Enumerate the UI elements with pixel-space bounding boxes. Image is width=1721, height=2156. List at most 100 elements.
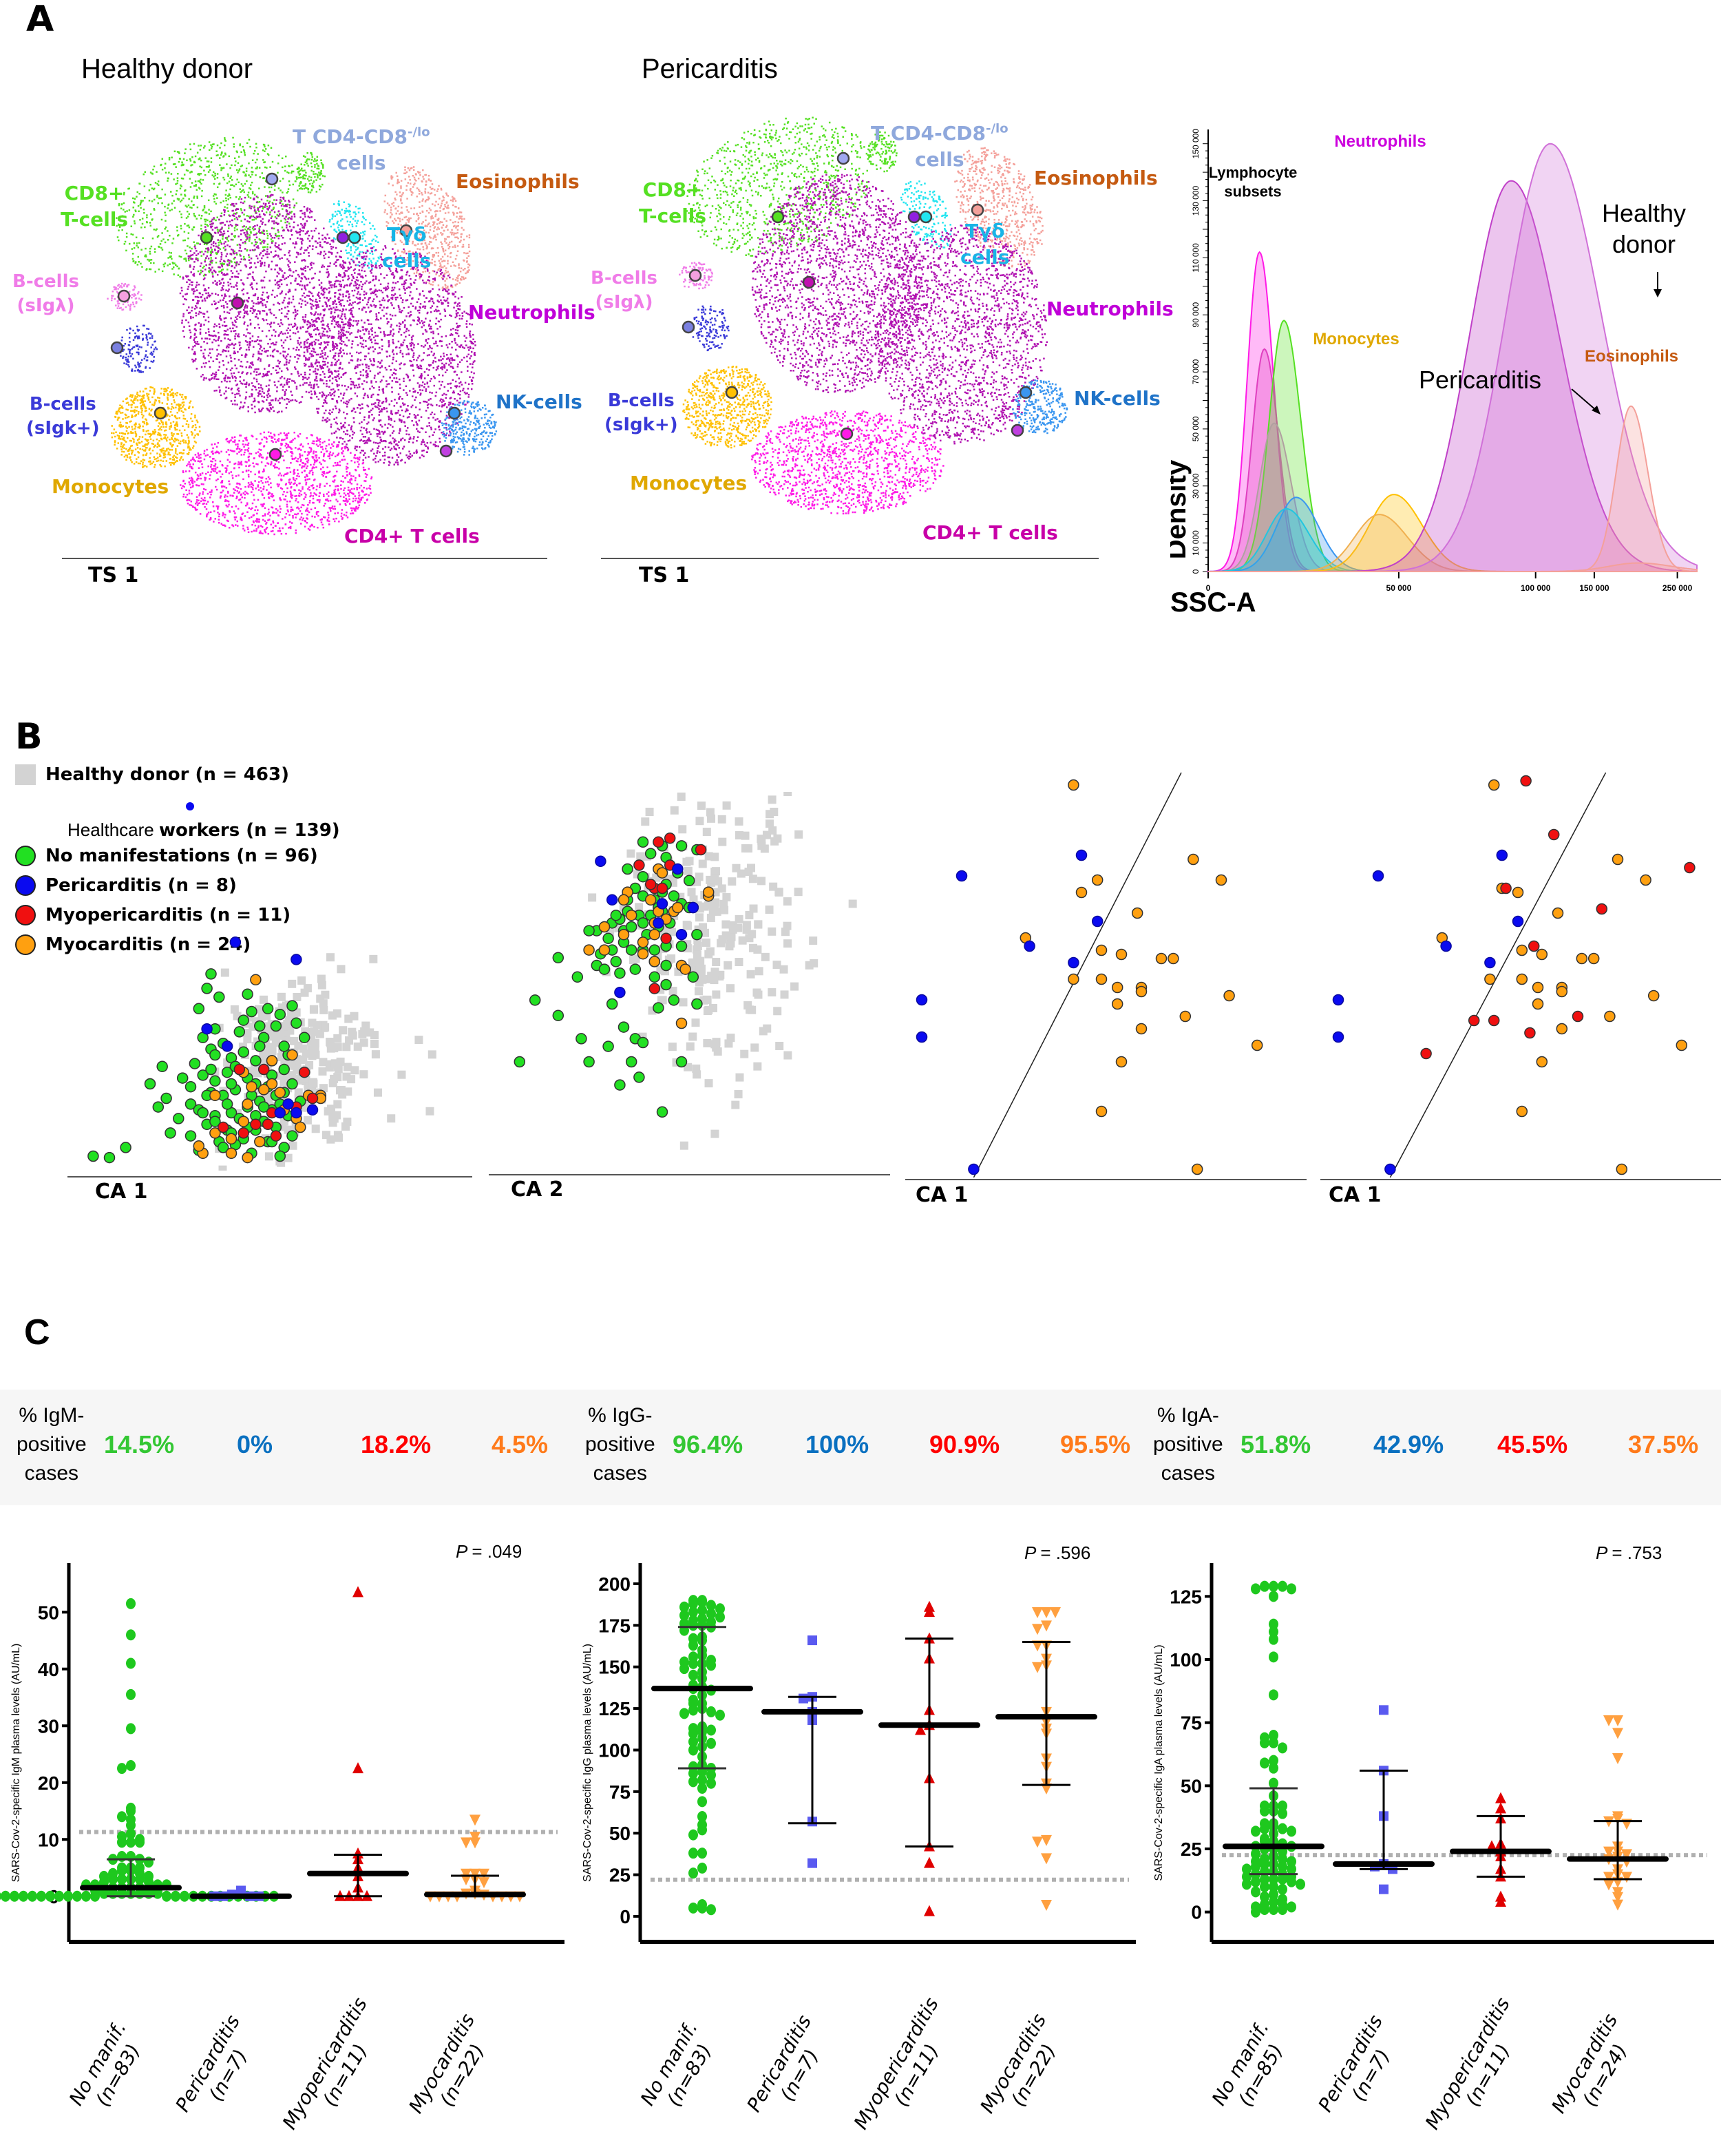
tsne-point [420, 233, 422, 236]
tsne-point [194, 324, 196, 326]
tsne-point [416, 271, 418, 274]
tsne-point [287, 353, 289, 355]
tsne-point [224, 144, 226, 147]
tsne-point [203, 297, 206, 300]
tsne-point [317, 361, 319, 364]
tsne-point [441, 233, 443, 236]
tsne-point [232, 203, 235, 205]
tsne-point [362, 339, 365, 342]
tsne-point [280, 331, 283, 333]
tsne-point [313, 324, 315, 326]
tsne-point [349, 317, 351, 320]
tsne-point [196, 295, 198, 298]
tsne-point [235, 213, 237, 215]
tsne-point [220, 319, 222, 321]
tsne-point [294, 180, 297, 182]
tsne-point [339, 362, 342, 364]
tsne-point [346, 406, 348, 408]
tsne-point [143, 211, 145, 214]
tsne-point [246, 306, 249, 309]
tsne-point [192, 316, 194, 319]
tsne-point [284, 155, 287, 158]
tsne-point [236, 224, 239, 227]
tsne-point [445, 267, 447, 269]
tsne-point [310, 210, 313, 213]
tsne-point [424, 266, 427, 269]
tsne-point [220, 340, 222, 342]
tsne-point [198, 343, 200, 346]
tsne-point [193, 351, 196, 353]
tsne-point [363, 233, 366, 236]
tsne-point [358, 422, 361, 425]
tsne-point [337, 359, 340, 361]
tsne-point [428, 251, 430, 254]
tsne-point [454, 279, 457, 281]
tsne-point [315, 361, 317, 363]
tsne-point [341, 343, 343, 345]
tsne-point [277, 254, 279, 257]
tsne-point [412, 231, 414, 233]
tsne-point [190, 164, 192, 167]
tsne-point [253, 205, 255, 207]
tsne-point [399, 213, 401, 215]
tsne-point [402, 402, 404, 404]
tsne-point [304, 211, 306, 214]
tsne-point [379, 399, 381, 402]
tsne-point [257, 153, 259, 155]
tsne-point [414, 399, 416, 401]
tsne-point [137, 348, 140, 350]
tsne-point [285, 293, 287, 295]
tsne-point [264, 214, 266, 216]
tsne-point [251, 219, 254, 221]
tsne-point [406, 375, 409, 377]
tsne-point [145, 350, 147, 353]
tsne-point [253, 262, 256, 264]
tsne-point [315, 306, 318, 308]
tsne-point [261, 231, 264, 233]
tsne-point [339, 280, 341, 283]
tsne-point [345, 229, 348, 232]
tsne-point [337, 210, 339, 212]
tsne-point [432, 434, 434, 437]
tsne-point [416, 323, 419, 326]
tsne-point [383, 451, 386, 454]
tsne-point [173, 150, 176, 153]
tsne-point [355, 384, 357, 386]
tsne-point [448, 359, 451, 361]
tsne-point [262, 202, 265, 205]
tsne-point [405, 433, 408, 435]
tsne-point [211, 341, 213, 344]
tsne-point [321, 352, 324, 355]
tsne-point [254, 411, 256, 414]
tsne-point [328, 341, 330, 344]
tsne-point [319, 241, 321, 244]
tsne-point [269, 407, 272, 409]
tsne-point [327, 300, 330, 302]
tsne-point [423, 229, 425, 231]
tsne-point [388, 417, 390, 419]
tsne-point [357, 220, 359, 222]
tsne-point [291, 379, 293, 382]
tsne-point [211, 251, 214, 253]
tsne-point [297, 176, 300, 179]
tsne-point [252, 216, 255, 218]
tsne-point [298, 354, 300, 357]
tsne-point [134, 209, 136, 211]
tsne-point [151, 354, 154, 356]
tsne-point [349, 210, 351, 213]
tsne-point [383, 333, 386, 335]
tsne-point [233, 258, 235, 260]
tsne-point [262, 229, 265, 231]
tsne-point [401, 207, 403, 209]
tsne-point [125, 222, 127, 224]
tsne-point [221, 262, 224, 264]
tsne-point [363, 427, 365, 429]
tsne-point [339, 303, 341, 306]
tsne-point [263, 347, 265, 350]
tsne-point [251, 181, 253, 184]
tsne-point [418, 317, 420, 320]
tsne-point [276, 372, 278, 374]
tsne-point [171, 242, 173, 244]
tsne-point [255, 374, 257, 376]
tsne-point [421, 200, 423, 202]
